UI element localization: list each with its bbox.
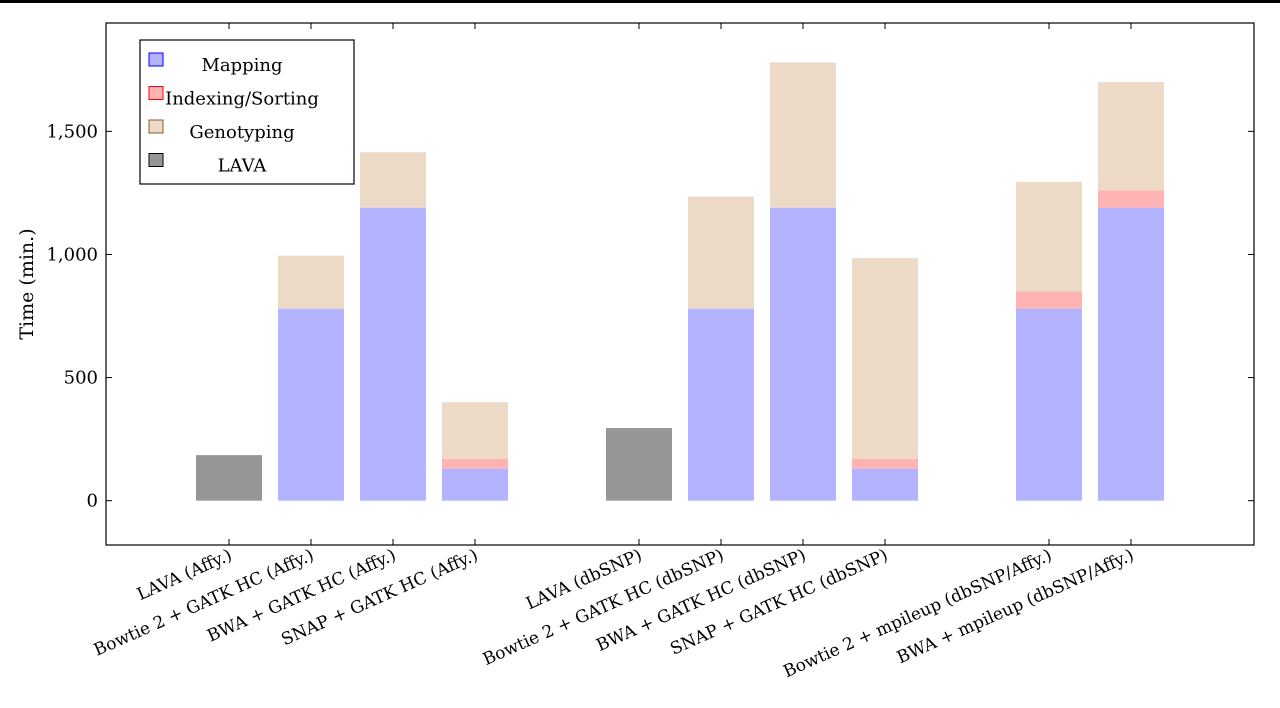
y-tick-label: 0 (87, 491, 98, 512)
bar-segment (1016, 308, 1082, 501)
legend: Mapping Indexing/Sorting Genotyping LAVA (139, 39, 355, 185)
legend-swatch (148, 153, 164, 167)
bar-segment (442, 458, 508, 469)
bar-segment (770, 207, 836, 501)
legend-entry-label: Mapping (201, 55, 282, 76)
bar-segment (606, 428, 672, 501)
legend-swatch (148, 52, 164, 67)
bars-layer (196, 62, 1164, 501)
bar-segment (278, 255, 344, 309)
bar-segment (360, 152, 426, 208)
bar-segment (1098, 82, 1164, 191)
legend-entry-label: Indexing/Sorting (165, 89, 319, 110)
y-tick-label: 1,000 (46, 244, 98, 265)
bar-segment (852, 458, 918, 469)
legend-swatch (148, 86, 164, 100)
bar-segment (688, 308, 754, 501)
bar-segment (1016, 291, 1082, 309)
bar-segment (852, 258, 918, 459)
bar-segment (688, 196, 754, 309)
plot-frame (105, 22, 1255, 546)
y-axis-label: Time (min.) (16, 228, 38, 339)
legend-swatch (148, 119, 164, 134)
legend-frame (139, 39, 355, 185)
bar-segment (278, 308, 344, 501)
legend-entry-label: LAVA (218, 156, 268, 177)
legend-entry-label: Genotyping (189, 122, 294, 143)
bar-segment (852, 468, 918, 501)
bar-segment (442, 468, 508, 501)
y-tick-label: 500 (64, 368, 98, 389)
bar-segment (442, 402, 508, 459)
y-axis: 0 500 1,000 1,500 (46, 121, 1254, 512)
bar-segment (770, 62, 836, 208)
y-tick-label: 1,500 (46, 121, 98, 142)
bar-segment (360, 207, 426, 501)
bar-segment (1016, 181, 1082, 292)
bar-segment (196, 455, 262, 501)
bar-segment (1098, 207, 1164, 501)
bar-segment (1098, 190, 1164, 208)
